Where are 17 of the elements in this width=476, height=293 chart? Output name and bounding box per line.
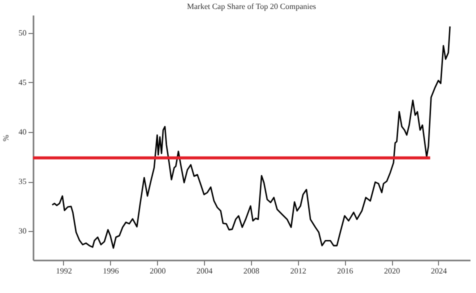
x-tick-label: 2024 (430, 266, 447, 276)
x-tick-label: 2000 (150, 266, 166, 276)
chart-title: Market Cap Share of Top 20 Companies (186, 2, 316, 11)
x-tick-label: 2020 (384, 266, 400, 276)
x-tick-label: 2004 (196, 266, 213, 276)
x-tick-label: 1992 (56, 266, 72, 276)
x-tick-label: 1996 (102, 266, 119, 276)
y-tick-label: 50 (18, 28, 26, 38)
y-tick-label: 40 (18, 128, 26, 137)
y-axis-title: % (2, 134, 10, 142)
x-tick-label: 2012 (290, 266, 306, 276)
y-tick-label: 30 (18, 226, 26, 236)
x-tick-label: 2016 (337, 266, 354, 276)
y-tick-label: 45 (18, 78, 26, 87)
y-tick-label: 35 (18, 177, 26, 186)
x-tick-label: 2008 (243, 266, 260, 276)
line-series (52, 26, 451, 249)
